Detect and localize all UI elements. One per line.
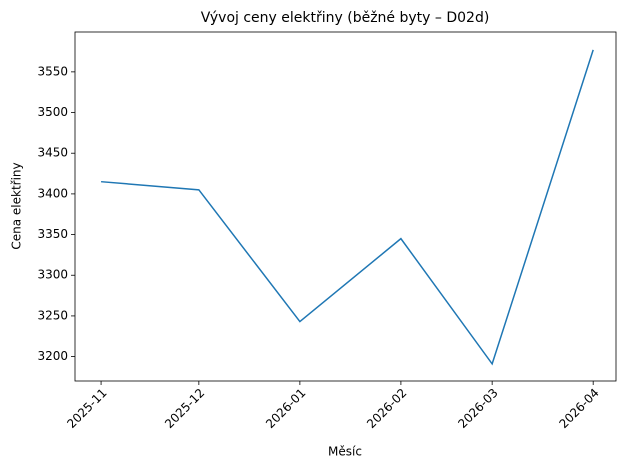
x-axis-label: Měsíc [328,445,362,459]
x-tick-label: 2026-01 [263,386,308,431]
x-tick-label: 2026-04 [556,386,601,431]
x-tick-label: 2026-02 [364,386,409,431]
y-tick-label: 3250 [37,308,68,322]
y-tick-label: 3550 [37,64,68,78]
x-tick-label: 2026-03 [455,386,500,431]
y-tick-label: 3300 [37,268,68,282]
x-tick-label: 2025-11 [64,386,109,431]
line [101,49,594,366]
chart-title: Vývoj ceny elektřiny (běžné byty – D02d) [201,10,490,26]
y-tick-label: 3400 [37,186,68,200]
y-tick-label: 3200 [37,349,68,363]
y-axis-label: Cena elektřiny [10,162,24,249]
y-tick-label: 3350 [37,227,68,241]
y-tick-label: 3500 [37,105,68,119]
plot-frame [74,31,617,382]
y-tick-label: 3450 [37,146,68,160]
x-tick-label: 2025-12 [162,386,207,431]
